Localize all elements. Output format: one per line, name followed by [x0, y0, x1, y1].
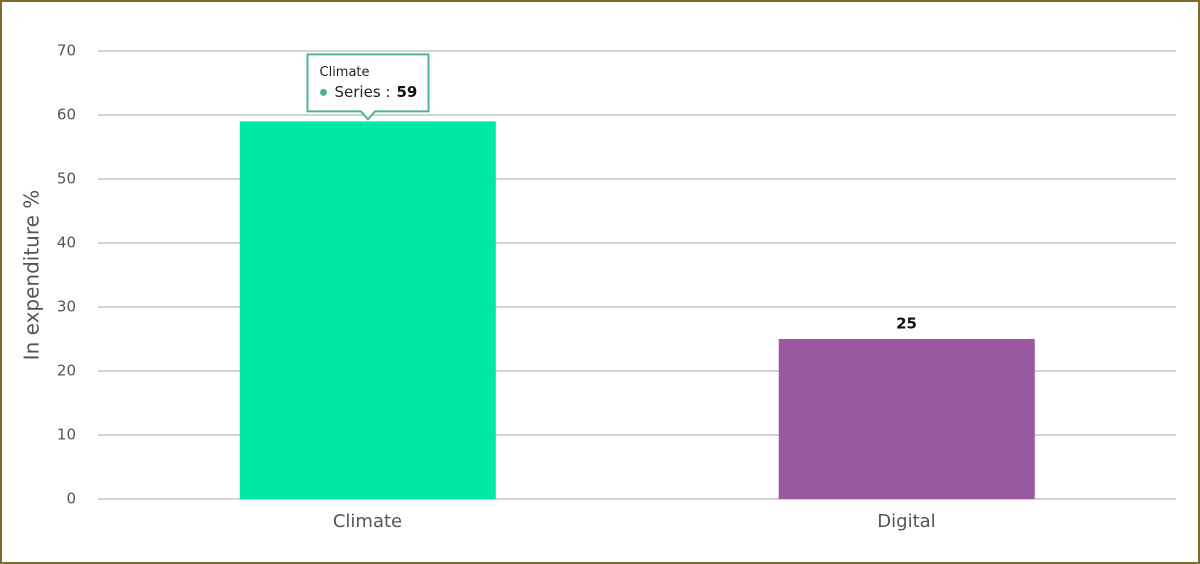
y-tick-label: 30 [57, 298, 76, 316]
tooltip-box [306, 53, 430, 121]
data-label: 25 [896, 315, 917, 333]
y-tick-label: 70 [57, 42, 76, 60]
x-tick-label: Digital [877, 511, 935, 532]
y-tick-label: 20 [57, 362, 76, 380]
x-tick-label: Climate [333, 511, 402, 532]
y-tick-label: 50 [57, 170, 76, 188]
y-tick-label: 10 [57, 426, 76, 444]
tooltip: Climate Series : 59 [306, 53, 430, 121]
tooltip-marker [320, 88, 327, 96]
y-tick-label: 0 [66, 490, 76, 508]
tooltip-value: 59 [396, 83, 417, 101]
tooltip-text: Series : [335, 83, 391, 101]
y-tick-label: 60 [57, 106, 76, 124]
tooltip-title: Climate [320, 65, 370, 80]
bar [778, 339, 1035, 499]
y-tick-label: 40 [57, 234, 76, 252]
y-axis-label: In expenditure % [20, 190, 44, 361]
bar [239, 121, 496, 500]
